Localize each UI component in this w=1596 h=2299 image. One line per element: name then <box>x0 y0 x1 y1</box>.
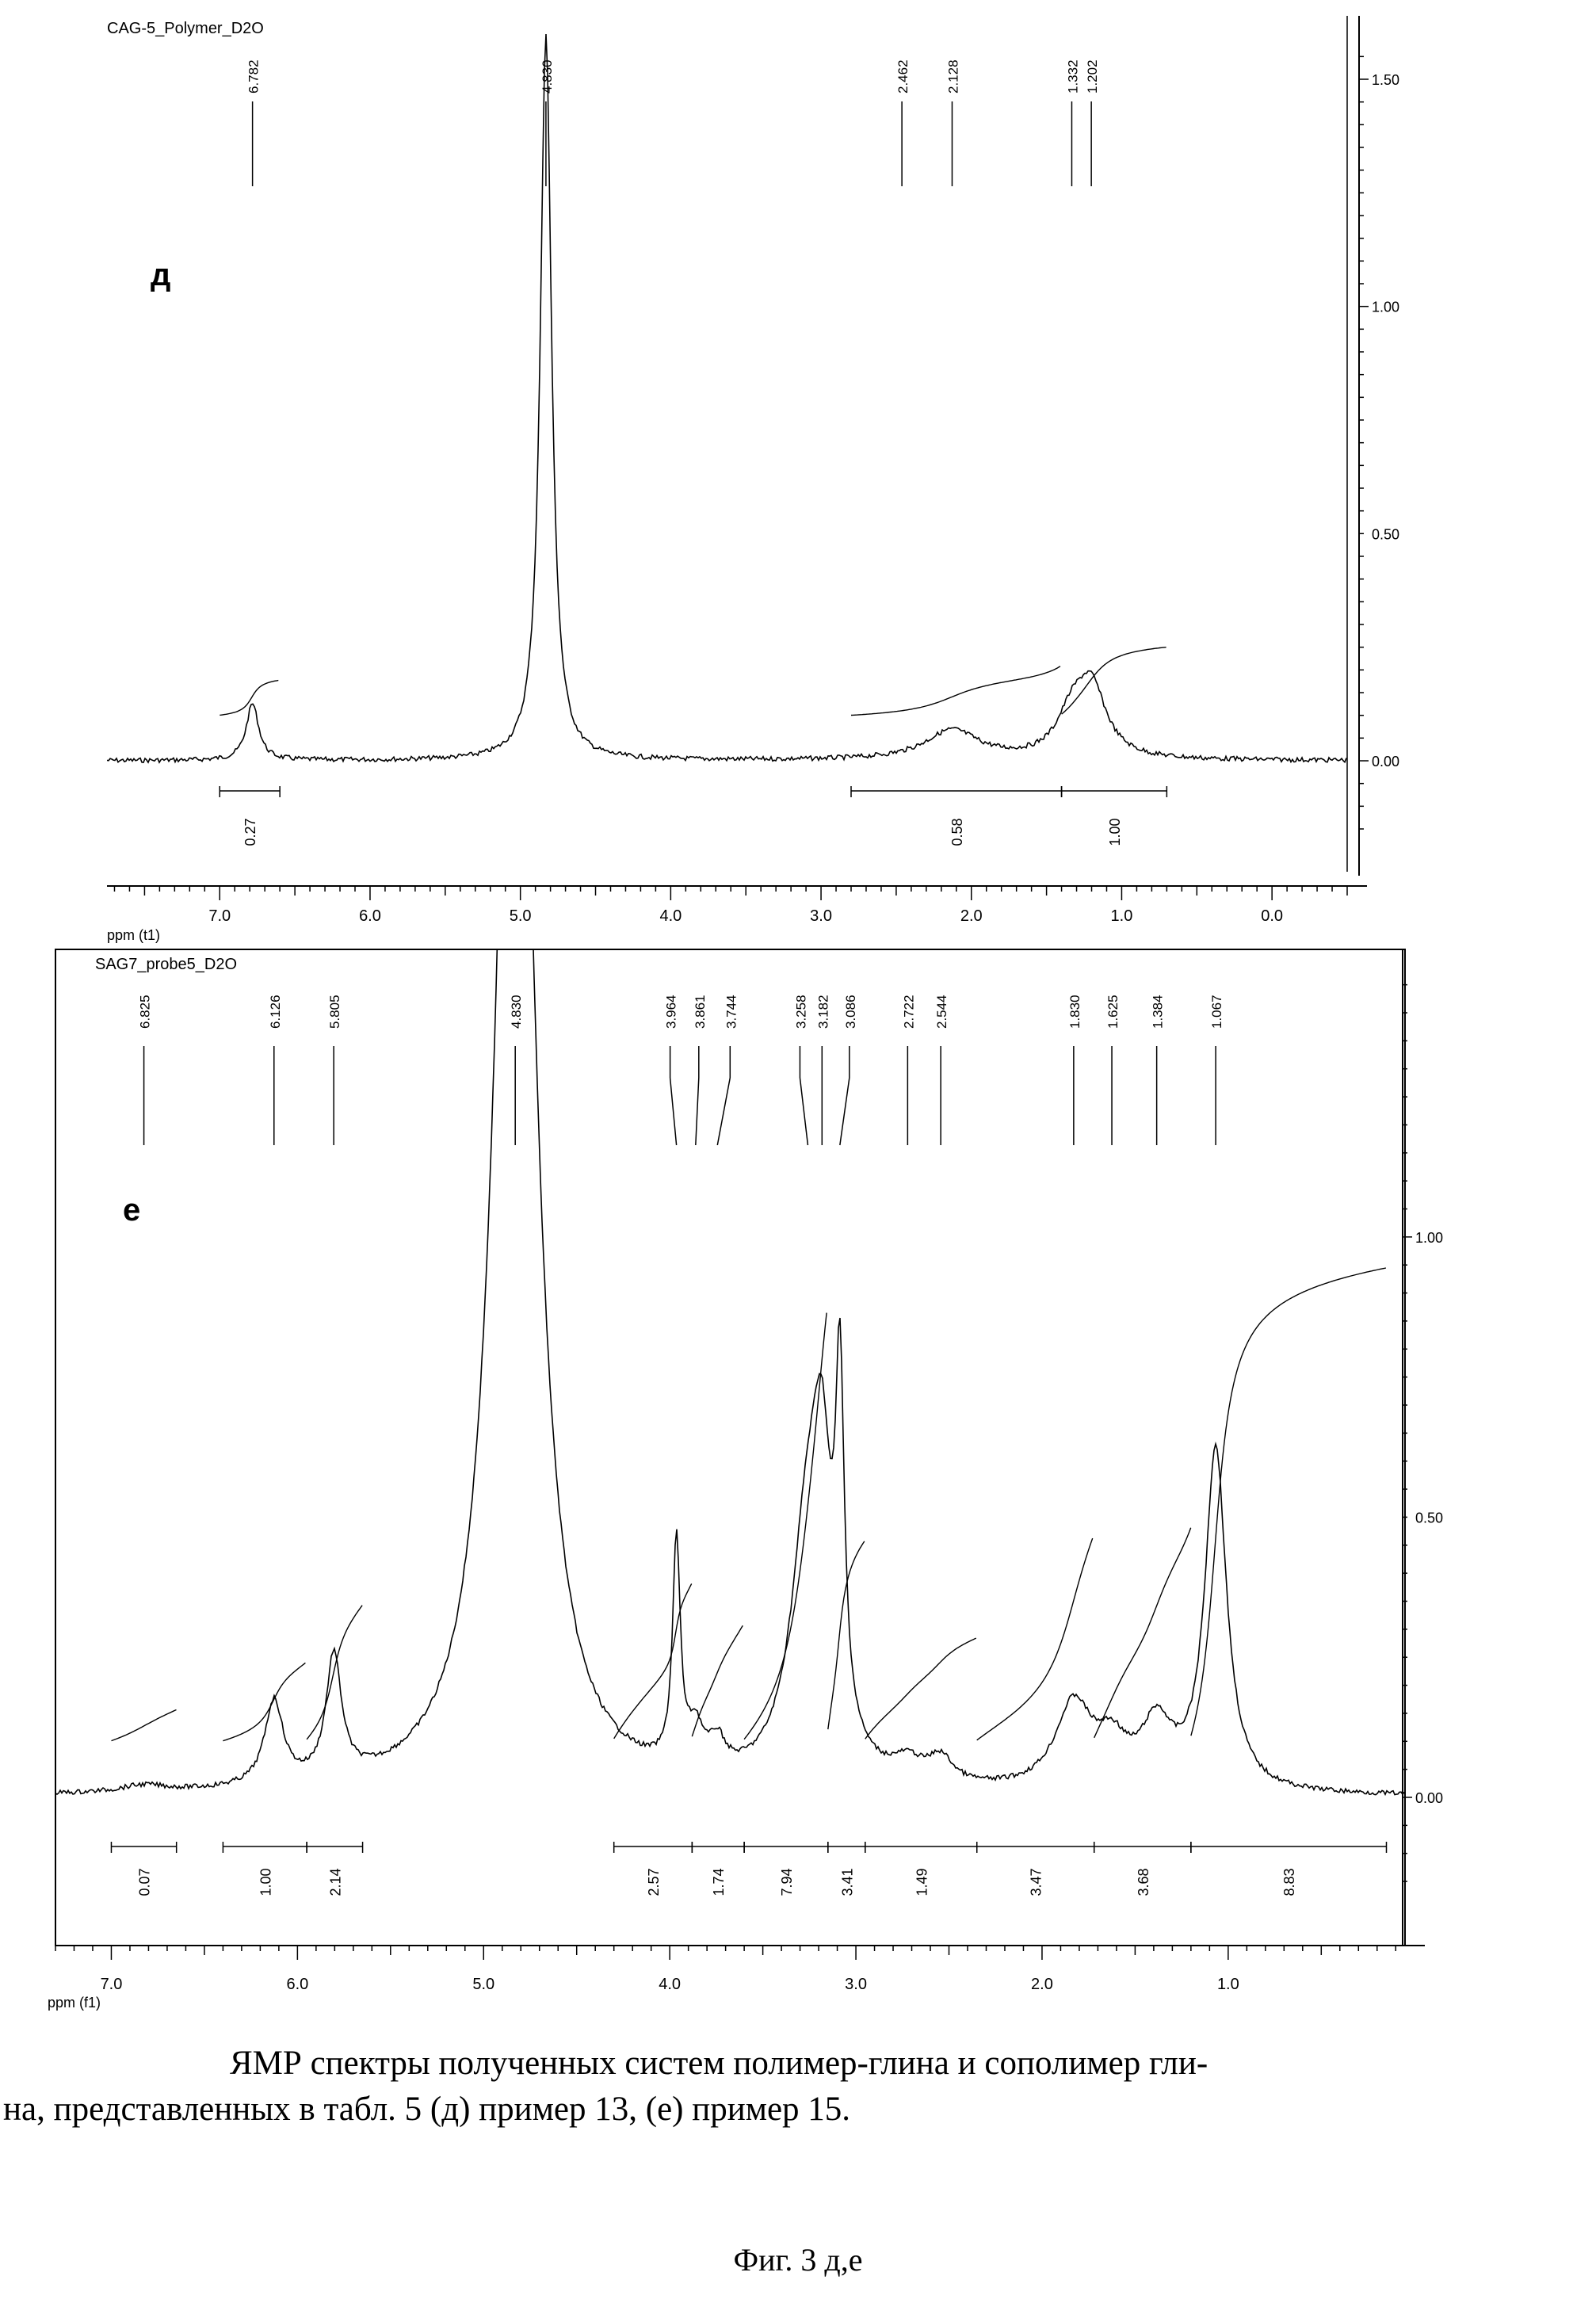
peak-label: 3.258 <box>793 995 808 1029</box>
peak-label: 3.861 <box>693 995 708 1029</box>
x-tick-label: 4.0 <box>659 907 682 925</box>
x-tick-label: 1.0 <box>1217 1976 1239 1993</box>
y-tick-label: 0.00 <box>1415 1790 1443 1806</box>
peak-label: 2.462 <box>895 59 911 94</box>
peak-label: 2.722 <box>901 995 916 1029</box>
integral-label: 0.58 <box>949 818 965 846</box>
integral-curve <box>692 1625 743 1736</box>
x-tick-label: 4.0 <box>659 1976 681 1993</box>
x-tick-label: 2.0 <box>960 907 983 925</box>
x-tick-label: 0.0 <box>1261 907 1283 925</box>
integral-curve <box>307 1606 362 1740</box>
panel-letter: е <box>123 1193 140 1228</box>
y-tick-label: 1.00 <box>1415 1230 1443 1246</box>
figure-label: Фиг. 3 д,е <box>0 2241 1596 2278</box>
peak-connector <box>670 1078 677 1145</box>
spectrum-title: SAG7_probe5_D2O <box>95 956 237 973</box>
caption-line-1: ЯМР спектры полученных систем полимер-гл… <box>0 2041 1596 2087</box>
integral-curve <box>112 1710 177 1741</box>
integral-label: 3.68 <box>1136 1868 1151 1896</box>
peak-label: 1.067 <box>1209 995 1224 1029</box>
integral-label: 3.41 <box>839 1868 855 1896</box>
integral-label: 1.74 <box>711 1868 727 1896</box>
integral-curve <box>223 1663 305 1740</box>
x-tick-label: 3.0 <box>845 1976 867 1993</box>
spectrum-trace <box>55 394 1404 1795</box>
x-axis-label: ppm (t1) <box>107 927 160 943</box>
peak-label: 4.830 <box>540 59 555 94</box>
y-tick-label: 0.50 <box>1372 526 1399 542</box>
caption-line-2: на, представленных в табл. 5 (д) пример … <box>0 2087 1596 2133</box>
integral-label: 7.94 <box>779 1868 795 1896</box>
y-tick-label: 0.00 <box>1372 754 1399 770</box>
peak-label: 3.086 <box>843 995 858 1029</box>
peak-connector <box>800 1078 808 1145</box>
x-tick-label: 7.0 <box>101 1976 123 1993</box>
spectrum-title: CAG-5_Polymer_D2O <box>107 20 264 37</box>
peak-label: 3.964 <box>664 995 679 1029</box>
peak-label: 6.782 <box>246 59 262 94</box>
peak-label: 6.126 <box>268 995 283 1029</box>
peak-label: 1.202 <box>1085 59 1100 94</box>
integral-label: 1.00 <box>1107 818 1123 846</box>
x-tick-label: 2.0 <box>1031 1976 1053 1993</box>
integral-curve <box>1094 1528 1191 1738</box>
x-tick-label: 6.0 <box>359 907 381 925</box>
integral-curve <box>977 1538 1093 1740</box>
peak-label: 1.625 <box>1105 995 1121 1029</box>
integral-label: 1.49 <box>914 1868 930 1896</box>
peak-label: 5.805 <box>327 995 342 1029</box>
peak-connector <box>696 1078 699 1145</box>
y-tick-label: 1.50 <box>1372 72 1399 88</box>
x-axis-label: ppm (f1) <box>48 1995 101 2011</box>
x-tick-label: 1.0 <box>1111 907 1133 925</box>
x-tick-label: 3.0 <box>810 907 832 925</box>
peak-label: 2.128 <box>945 59 960 94</box>
spectrum-panel-e: SAG7_probe5_D2O е 0.00 0.50 1.00 7.0 6.0 5.0 4.0… <box>48 394 1443 2011</box>
y-tick-label: 1.00 <box>1372 300 1399 315</box>
x-tick-label: 7.0 <box>208 907 231 925</box>
peak-label: 1.384 <box>1151 995 1166 1029</box>
integral-label: 2.57 <box>646 1868 662 1896</box>
integral-curve <box>1062 647 1166 714</box>
integral-curve <box>851 666 1060 716</box>
peak-connector <box>840 1078 850 1145</box>
peak-label: 4.830 <box>509 995 524 1029</box>
integral-curve <box>1191 1268 1386 1736</box>
peak-label: 2.544 <box>934 995 949 1029</box>
plot-frame <box>55 949 1405 1946</box>
integral-curve <box>865 1638 976 1739</box>
integral-label: 2.14 <box>327 1868 343 1896</box>
peak-label: 3.182 <box>815 995 830 1029</box>
x-tick-label: 5.0 <box>510 907 532 925</box>
peak-label: 1.332 <box>1065 59 1080 94</box>
integral-curve <box>744 1313 827 1740</box>
x-tick-label: 6.0 <box>286 1976 308 1993</box>
integral-label: 0.07 <box>137 1868 153 1896</box>
peak-connector <box>717 1078 730 1145</box>
figure-caption: ЯМР спектры полученных систем полимер-гл… <box>0 2041 1596 2133</box>
panel-letter: д <box>151 258 170 292</box>
integral-label: 1.00 <box>258 1868 273 1896</box>
spectrum-trace <box>107 34 1346 762</box>
integral-label: 0.27 <box>242 818 258 846</box>
peak-label: 6.825 <box>138 995 153 1029</box>
peak-label: 3.744 <box>724 995 739 1029</box>
y-tick-label: 0.50 <box>1415 1510 1443 1526</box>
x-tick-label: 5.0 <box>472 1976 494 1993</box>
spectrum-panel-d: CAG-5_Polymer_D2O д 0.00 0.50 1.00 1.50 7.0 6.0… <box>107 16 1399 943</box>
integral-label: 8.83 <box>1281 1868 1297 1896</box>
peak-label: 1.830 <box>1067 995 1082 1029</box>
integral-label: 3.47 <box>1029 1868 1044 1896</box>
